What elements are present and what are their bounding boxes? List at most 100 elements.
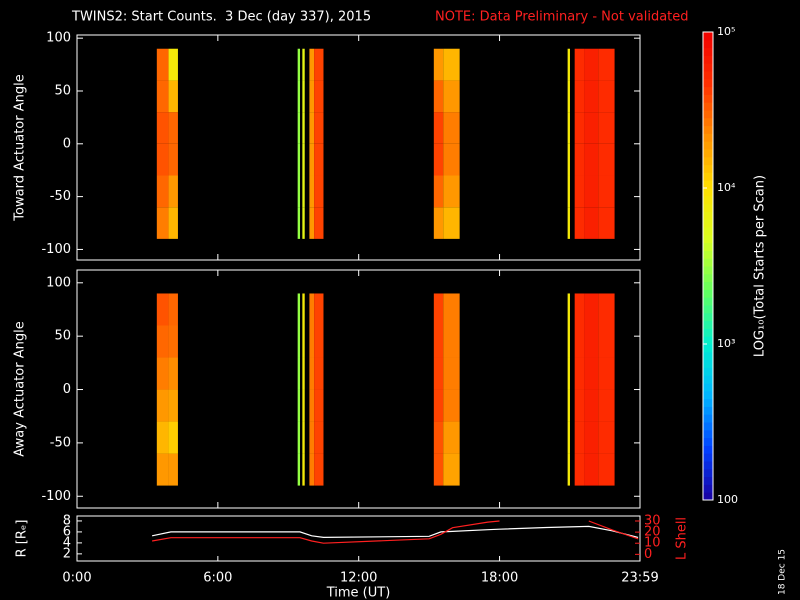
colorbar-segment	[703, 32, 713, 41]
chart-title: TWINS2: Start Counts. 3 Dec (day 337), 2…	[71, 10, 371, 25]
colorbar-segment	[703, 55, 713, 64]
colorbar-segment	[703, 63, 713, 72]
heatmap-cell	[309, 207, 315, 239]
heatmap-cell	[309, 357, 315, 390]
heatmap-cell	[314, 207, 324, 239]
y-tick-label: 2	[63, 546, 71, 561]
heatmap-cell	[168, 421, 178, 454]
heatmap-cell	[567, 175, 570, 208]
y2-tick-label: 20	[644, 525, 661, 540]
colorbar-segment	[703, 94, 713, 103]
heatmap-cell	[156, 389, 169, 422]
heatmap-cell	[297, 112, 301, 144]
heatmap-cell	[443, 421, 460, 454]
heatmap-cell	[584, 357, 599, 390]
colorbar-segment	[703, 328, 713, 337]
colorbar-segment	[703, 242, 713, 251]
heatmap-cell	[156, 175, 169, 208]
colorbar-segment	[703, 227, 713, 236]
heatmap-cell	[598, 143, 615, 176]
colorbar-segment	[703, 133, 713, 142]
y-tick-label: 4	[63, 535, 71, 550]
colorbar-segment	[703, 445, 713, 454]
heatmap-cell	[584, 112, 599, 144]
heatmap-cell	[584, 293, 599, 326]
heatmap-cell	[433, 48, 444, 81]
heatmap-cell	[156, 325, 169, 358]
heatmap-cell	[433, 357, 444, 390]
y-tick-label: 50	[54, 83, 71, 98]
heatmap-cell	[598, 357, 615, 390]
y2-axis-label: L Shell	[675, 517, 690, 560]
heatmap-cell	[433, 421, 444, 454]
colorbar-segment	[703, 180, 713, 189]
heatmap-cell	[302, 80, 305, 113]
heatmap-cell	[297, 80, 301, 113]
heatmap-cell	[168, 453, 178, 486]
y-tick-label: 100	[46, 31, 71, 46]
heatmap-cell	[309, 293, 315, 326]
heatmap-cell	[297, 421, 301, 454]
heatmap-cell	[309, 143, 315, 176]
x-tick-label: 6:00	[203, 571, 232, 586]
heatmap-cell	[574, 453, 585, 486]
heatmap-cell	[314, 325, 324, 358]
colorbar-segment	[703, 422, 713, 431]
heatmap-cell	[314, 453, 324, 486]
heatmap-cell	[433, 325, 444, 358]
heatmap-cell	[302, 357, 305, 390]
colorbar-segment	[703, 102, 713, 111]
heatmap-cell	[574, 389, 585, 422]
colorbar-segment	[703, 110, 713, 119]
heatmap-cell	[567, 325, 570, 358]
colorbar-label: LOG₁₀(Total Starts per Scan)	[753, 175, 768, 357]
colorbar-segment	[703, 336, 713, 345]
heatmap-cell	[443, 143, 460, 176]
colorbar-segment	[703, 141, 713, 150]
heatmap-cell	[433, 175, 444, 208]
heatmap-cell	[598, 207, 615, 239]
heatmap-cell	[309, 453, 315, 486]
x-axis-label: Time (UT)	[326, 586, 391, 600]
heatmap-cell	[309, 48, 315, 81]
heatmap-cell	[584, 453, 599, 486]
heatmap-cell	[443, 293, 460, 326]
colorbar-segment	[703, 195, 713, 205]
colorbar-segment	[703, 476, 713, 485]
heatmap-cell	[314, 48, 324, 81]
heatmap-cell	[156, 421, 169, 454]
heatmap-cell	[598, 293, 615, 326]
colorbar-segment	[703, 398, 713, 407]
heatmap-cell	[567, 143, 570, 176]
colorbar-segment	[703, 273, 713, 283]
colorbar-tick-label: 100	[717, 493, 738, 506]
heatmap-cell	[156, 112, 169, 144]
heatmap-cell	[168, 112, 178, 144]
heatmap-cell	[574, 357, 585, 390]
heatmap-cell	[584, 325, 599, 358]
heatmap-cell	[574, 293, 585, 326]
colorbar-segment	[703, 492, 713, 501]
heatmap-cell	[598, 453, 615, 486]
heatmap-cell	[598, 421, 615, 454]
colorbar-segment	[703, 78, 713, 88]
heatmap-cell	[574, 112, 585, 144]
heatmap-cell	[156, 48, 169, 81]
heatmap-cell	[302, 175, 305, 208]
heatmap-cell	[574, 48, 585, 81]
x-tick-label: 18:00	[481, 571, 518, 586]
heatmap-cell	[598, 80, 615, 113]
y-tick-label: 6	[63, 524, 71, 539]
heatmap-cell	[574, 80, 585, 113]
note: NOTE: Data Preliminary - Not validated	[435, 10, 689, 25]
heatmap-cell	[574, 175, 585, 208]
colorbar-segment	[703, 117, 713, 127]
y-tick-label: -50	[50, 189, 71, 204]
heatmap-cell	[443, 207, 460, 239]
heatmap-cell	[443, 453, 460, 486]
y-tick-label: 0	[63, 382, 71, 397]
heatmap-cell	[302, 453, 305, 486]
y-tick-label: 0	[63, 136, 71, 151]
